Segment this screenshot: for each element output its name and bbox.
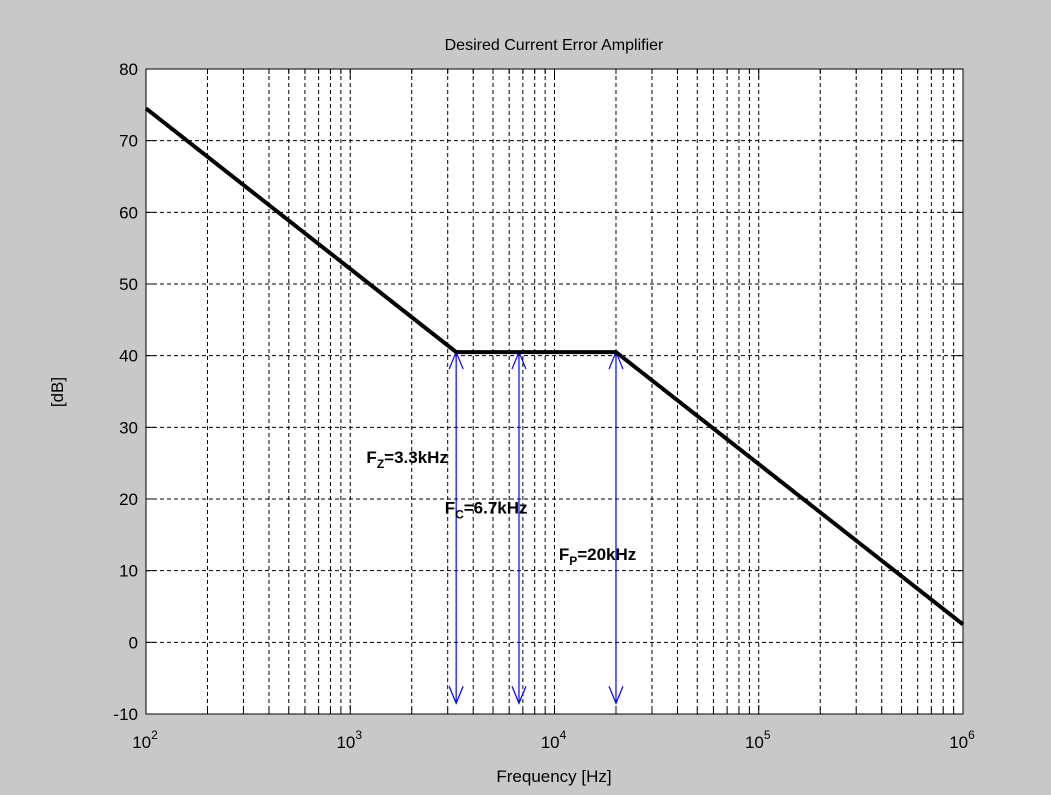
- annotations: FZ=3.3kHz FC=6.7kHz FP=20kHz: [366, 448, 636, 568]
- y-tick-label: 0: [129, 633, 138, 652]
- series-line: [144, 106, 965, 626]
- series-layer: [144, 106, 965, 626]
- frequency-annotation: FP=20kHz: [559, 545, 636, 568]
- y-tick-labels: -10 0 10 20 30 40 50 60 70 80: [113, 60, 138, 724]
- plot-frame: [145, 68, 964, 715]
- frequency-annotation: FC=6.7kHz: [445, 498, 528, 521]
- y-tick-label: 20: [119, 490, 138, 509]
- frequency-annotation: FZ=3.3kHz: [366, 448, 448, 471]
- y-tick-label: -10: [113, 705, 138, 724]
- y-tick-label: 80: [119, 60, 138, 79]
- y-axis-label: [dB]: [48, 377, 67, 407]
- x-tick-label: 106: [949, 728, 975, 752]
- grid-lines: [146, 69, 963, 714]
- x-tick-label: 105: [745, 728, 771, 752]
- y-tick-label: 10: [119, 562, 138, 581]
- y-tick-label: 50: [119, 275, 138, 294]
- y-tick-label: 60: [119, 203, 138, 222]
- x-tick-label: 104: [541, 728, 567, 752]
- x-tick-label: 103: [336, 728, 362, 752]
- chart-title: Desired Current Error Amplifier: [445, 37, 664, 54]
- y-tick-label: 40: [119, 347, 138, 366]
- x-tick-labels: 102 103 104 105 106: [132, 728, 975, 752]
- y-tick-label: 70: [119, 132, 138, 151]
- y-tick-label: 30: [119, 418, 138, 437]
- x-tick-label: 102: [132, 728, 158, 752]
- x-axis-label: Frequency [Hz]: [496, 767, 611, 786]
- frequency-markers: [448, 350, 624, 705]
